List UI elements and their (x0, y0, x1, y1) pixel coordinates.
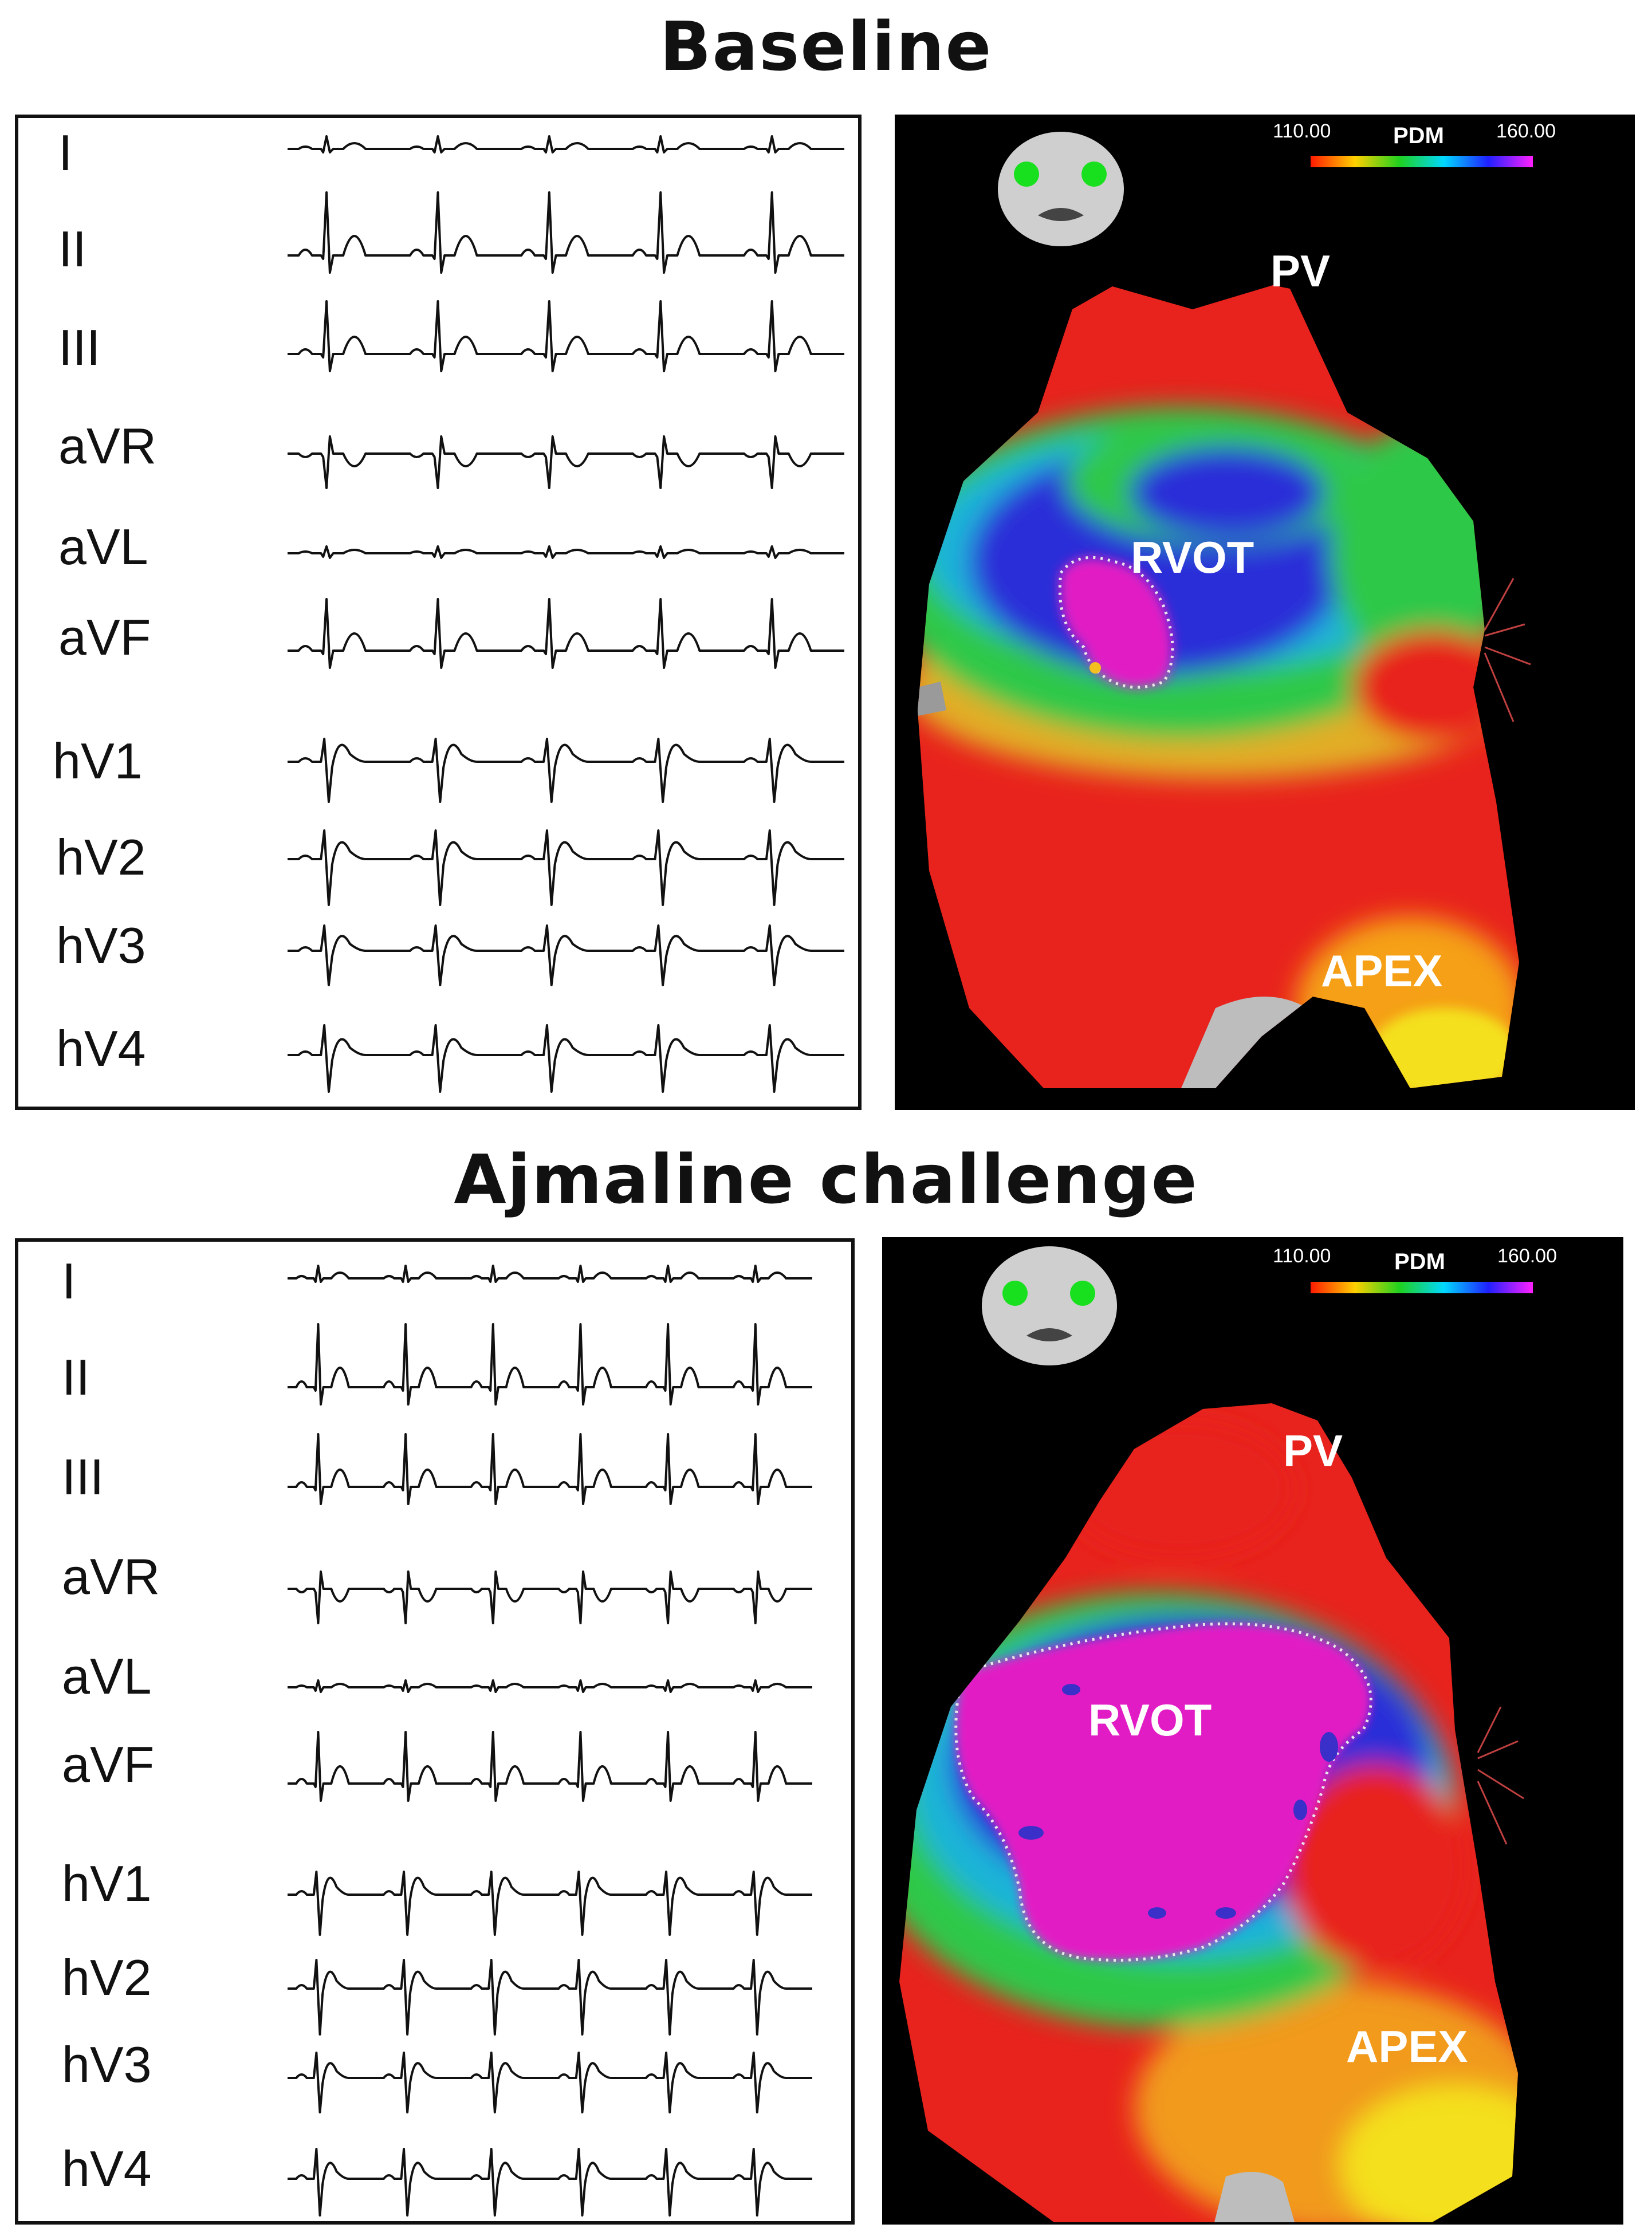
label-rvot: RVOT (1088, 1695, 1212, 1745)
lead-label: aVR (62, 1548, 160, 1605)
ecg-trace-III (288, 300, 844, 372)
ecg-trace-III (288, 1433, 812, 1505)
scale-max-label: 160.00 (1496, 120, 1556, 142)
ecg-trace-hV4 (288, 1024, 844, 1093)
panel-title-baseline: Baseline (659, 7, 993, 86)
ecg-trace-hV2 (288, 829, 844, 906)
lead-label: hV1 (62, 1855, 152, 1912)
scale-min-label: 110.00 (1273, 1245, 1331, 1267)
lead-label: III (62, 1448, 104, 1505)
label-pv: PV (1271, 246, 1330, 296)
orientation-face-icon (982, 1246, 1117, 1365)
ecg-traces (288, 1265, 812, 2217)
ecg-trace-hV3 (288, 924, 844, 986)
heart-surface (899, 1403, 1518, 2222)
lead-label: I (58, 124, 73, 181)
label-pv: PV (1283, 1426, 1343, 1476)
scale-max-label: 160.00 (1497, 1245, 1557, 1267)
ecg-trace-hV2 (288, 1959, 812, 2036)
label-apex: APEX (1321, 946, 1442, 996)
lead-label: hV2 (62, 1949, 152, 2006)
pdm-color-scale: 110.00 PDM 160.00 (1273, 120, 1556, 167)
lead-label: III (58, 319, 101, 376)
ecg-trace-aVF (288, 598, 844, 669)
orientation-face-icon (998, 132, 1124, 246)
panel-title-ajmaline: Ajmaline challenge (454, 1140, 1198, 1219)
lead-label: hV1 (53, 733, 143, 789)
lead-label: II (62, 1349, 90, 1406)
catheter-lines (1477, 1706, 1524, 1845)
ecg-trace-aVF (288, 1731, 812, 1802)
lead-label: aVF (58, 609, 151, 666)
lead-label: I (62, 1253, 76, 1309)
lead-label: hV3 (56, 917, 146, 974)
label-apex: APEX (1346, 2021, 1468, 2072)
lead-label: hV3 (62, 2036, 152, 2093)
pdm-color-scale: 110.00 PDM 160.00 (1273, 1245, 1557, 1293)
ecg-trace-aVR (288, 1570, 812, 1624)
lead-label: aVL (62, 1648, 152, 1704)
scale-title: PDM (1393, 123, 1444, 148)
ecg-panel-ajmaline: I II III aVR aVL aVF hV1 hV2 hV3 hV4 (15, 1238, 855, 2225)
ecg-trace-aVL (288, 1679, 812, 1693)
ecg-trace-hV3 (288, 2052, 812, 2113)
ecg-trace-I (288, 1265, 812, 1283)
lead-label: II (58, 221, 86, 277)
lead-label: aVF (62, 1736, 155, 1793)
scale-min-label: 110.00 (1273, 120, 1331, 142)
ecg-trace-hV1 (288, 1871, 812, 1936)
heart-surface (918, 285, 1519, 1088)
ecg-trace-I (288, 135, 844, 153)
activation-map-ajmaline: 110.00 PDM 160.00 (882, 1237, 1623, 2225)
lead-label: aVR (58, 418, 157, 474)
lead-label: hV4 (62, 2140, 152, 2197)
ecg-trace-II (288, 191, 844, 274)
ecg-trace-hV4 (288, 2148, 812, 2217)
lead-label: hV2 (56, 829, 146, 885)
ecg-trace-II (288, 1323, 812, 1406)
catheter-lines (1484, 578, 1531, 722)
ecg-trace-aVR (288, 435, 844, 489)
ecg-panel-baseline: I II III aVR aVL aVF hV1 hV2 hV3 hV4 (15, 115, 862, 1110)
lead-label: aVL (58, 518, 148, 575)
ecg-trace-aVL (288, 545, 844, 559)
scale-title: PDM (1394, 1249, 1445, 1274)
lead-label: hV4 (56, 1020, 146, 1077)
activation-map-baseline: 110.00 PDM 160.00 (895, 115, 1635, 1110)
ecg-trace-hV1 (288, 738, 844, 803)
ecg-traces (288, 135, 844, 1093)
label-rvot: RVOT (1131, 532, 1254, 582)
